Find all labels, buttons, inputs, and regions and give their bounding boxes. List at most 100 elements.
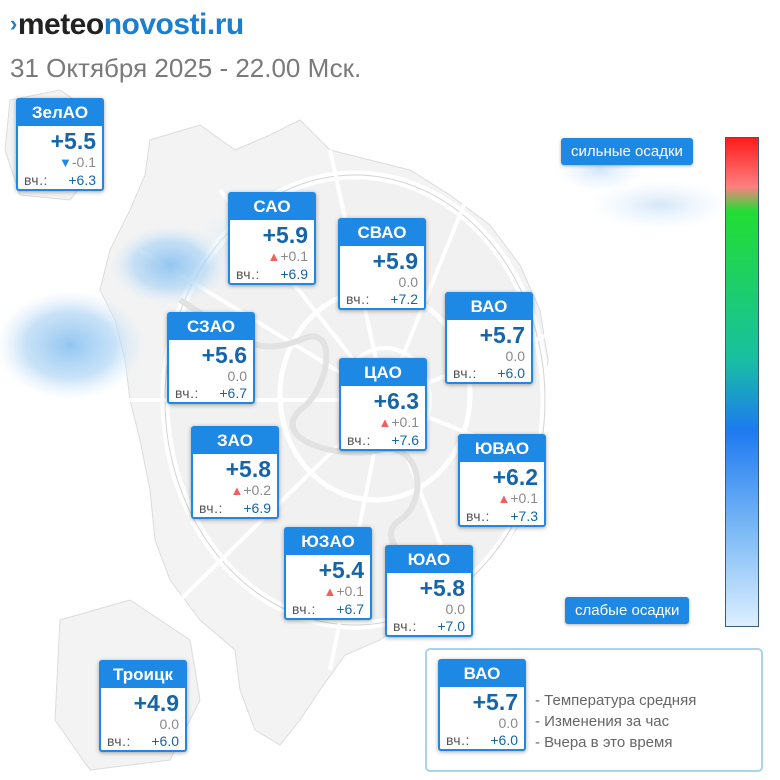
yesterday-value: +6.3 [68,172,96,188]
yesterday-row: вч.: +6.0 [440,731,524,749]
scale-label-light: слабые осадки [565,597,690,624]
hourly-change: ▲+0.2 [193,482,277,499]
district-name: ЗелАО [18,100,102,126]
district-name: СЗАО [169,314,253,340]
hourly-change-value: -0.1 [71,154,96,170]
yesterday-row: вч.: +6.3 [18,171,102,189]
yesterday-value: +6.0 [490,732,518,748]
hourly-change: ▼-0.1 [18,154,102,171]
yesterday-label: вч.: [446,732,470,748]
hourly-change-value: 0.0 [498,715,518,731]
hourly-change: ▲+0.1 [341,414,425,431]
temperature-value: +5.7 [479,322,525,348]
temperature-value: +5.6 [201,342,247,368]
trend-up-icon: ▲ [230,483,244,498]
yesterday-label: вч.: [199,500,223,516]
yesterday-row: вч.: +7.2 [340,290,424,308]
district-name: Троицк [101,662,185,688]
yesterday-label: вч.: [347,432,371,448]
hourly-change-value: 0.0 [505,348,525,364]
hourly-change-value: +0.2 [243,482,271,498]
temperature-value: +5.4 [318,557,364,583]
logo-part-meteo: meteo [17,8,104,41]
temperature-value: +5.7 [472,689,518,715]
temperature-value: +5.8 [419,575,465,601]
yesterday-label: вч.: [236,266,260,282]
yesterday-row: вч.: +6.9 [230,265,314,283]
district-name: ЗАО [193,428,277,454]
yesterday-value: +6.0 [497,365,525,381]
district-name: ЮВАО [460,436,544,462]
yesterday-label: вч.: [453,365,477,381]
trend-up-icon: ▲ [497,491,511,506]
hourly-change-value: +0.1 [510,490,538,506]
district-name: ВАО [447,294,531,320]
hourly-change: 0.0 [387,601,471,617]
logo-chevron-icon: › [10,11,17,36]
yesterday-value: +6.0 [151,733,179,749]
trend-down-icon: ▼ [59,155,72,170]
hourly-change: 0.0 [101,716,185,732]
district-card-yuzao: ЮЗАО +5.4 ▲+0.1 вч.: +6.7 [284,527,372,620]
hourly-change-value: 0.0 [227,368,247,384]
district-card-yuao: ЮАО +5.8 0.0 вч.: +7.0 [385,545,473,637]
legend-line-temp: - Температура средняя [535,692,697,709]
yesterday-row: вч.: +6.7 [169,384,253,402]
temperature-value: +5.5 [50,128,96,154]
yesterday-row: вч.: +7.3 [460,507,544,525]
district-name: ЮЗАО [286,529,370,555]
yesterday-row: вч.: +6.9 [193,499,277,517]
hourly-change: ▲+0.1 [286,583,370,600]
district-card-troitsk: Троицк +4.9 0.0 вч.: +6.0 [99,660,187,752]
yesterday-label: вч.: [292,601,316,617]
legend-line-change: - Изменения за час [535,713,670,730]
hourly-change-value: +0.1 [391,414,419,430]
scale-label-heavy: сильные осадки [561,138,693,165]
yesterday-row: вч.: +7.0 [387,617,471,635]
hourly-change: 0.0 [340,274,424,290]
district-name: ВАО [440,661,524,687]
temperature-value: +5.8 [225,456,271,482]
district-card-zao: ЗАО +5.8 ▲+0.2 вч.: +6.9 [191,426,279,519]
temperature-value: +5.9 [372,248,418,274]
yesterday-row: вч.: +6.7 [286,600,370,618]
yesterday-label: вч.: [107,733,131,749]
site-logo[interactable]: ›meteonovosti.ru [10,8,244,42]
hourly-change: 0.0 [169,368,253,384]
legend-line-yesterday: - Вчера в это время [535,734,673,751]
trend-up-icon: ▲ [267,249,281,264]
hourly-change: 0.0 [440,715,524,731]
hourly-change: ▲+0.1 [460,490,544,507]
trend-up-icon: ▲ [323,584,337,599]
hourly-change-value: 0.0 [398,274,418,290]
district-card-sao: САО +5.9 ▲+0.1 вч.: +6.9 [228,192,316,285]
district-name: ЮАО [387,547,471,573]
hourly-change: ▲+0.1 [230,248,314,265]
district-name: СВАО [340,220,424,246]
precipitation-scale-bar [725,137,759,627]
yesterday-value: +6.9 [280,266,308,282]
yesterday-value: +7.6 [391,432,419,448]
hourly-change-value: +0.1 [336,583,364,599]
temperature-value: +6.3 [373,388,419,414]
hourly-change-value: 0.0 [159,716,179,732]
district-card-svao: СВАО +5.9 0.0 вч.: +7.2 [338,218,426,310]
district-card-vao: ВАО +5.7 0.0 вч.: +6.0 [445,292,533,384]
yesterday-value: +7.0 [437,618,465,634]
district-card-yuvao: ЮВАО +6.2 ▲+0.1 вч.: +7.3 [458,434,546,527]
hourly-change-value: +0.1 [280,248,308,264]
yesterday-value: +6.9 [243,500,271,516]
district-name: САО [230,194,314,220]
yesterday-label: вч.: [393,618,417,634]
forecast-datetime: 31 Октября 2025 - 22.00 Мск. [10,53,362,83]
district-name: ЦАО [341,360,425,386]
temperature-value: +4.9 [133,690,179,716]
temperature-value: +6.2 [492,464,538,490]
logo-part-novosti: novosti.ru [103,8,245,41]
legend-sample-card: ВАО +5.7 0.0 вч.: +6.0 [438,659,526,751]
hourly-change: 0.0 [447,348,531,364]
legend-descriptions: - Температура средняя - Изменения за час… [535,690,696,753]
yesterday-value: +7.2 [390,291,418,307]
yesterday-row: вч.: +7.6 [341,431,425,449]
district-card-zelao: ЗелАО +5.5 ▼-0.1 вч.: +6.3 [16,98,104,191]
